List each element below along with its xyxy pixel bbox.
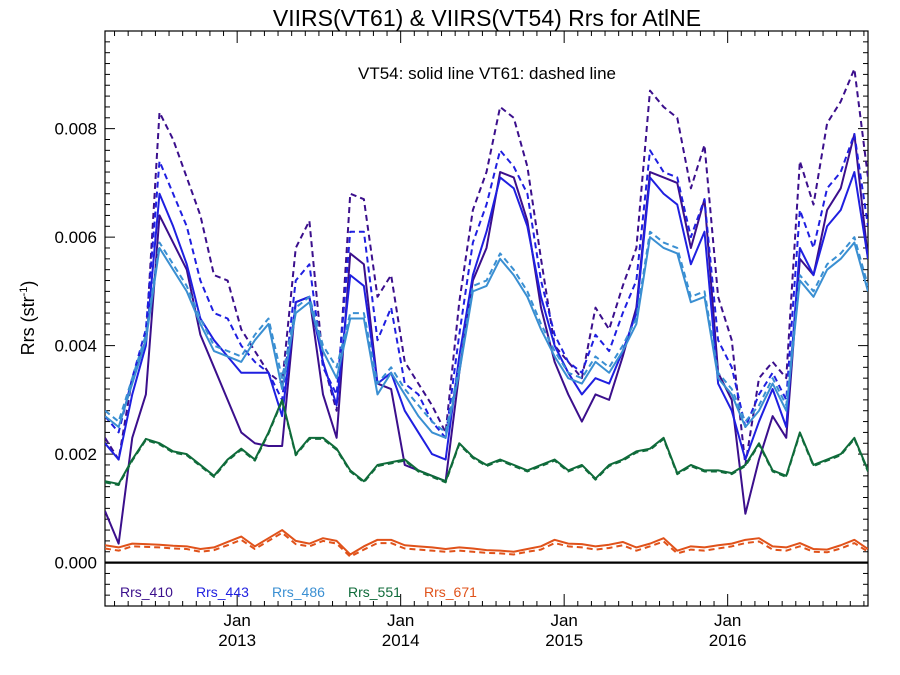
legend-item-rrs_486: Rrs_486 <box>272 584 325 600</box>
x-tick-label-year: 2014 <box>382 631 420 650</box>
x-tick-label-month: Jan <box>387 611 414 630</box>
series-rrs_671-vt61 <box>105 531 868 558</box>
series-rrs_551-vt61 <box>105 399 868 487</box>
chart-title: VIIRS(VT61) & VIIRS(VT54) Rrs for AtlNE <box>273 5 701 31</box>
y-axis-label-sup: -1 <box>18 287 30 297</box>
x-tick-label-month: Jan <box>550 611 577 630</box>
legend-item-rrs_671: Rrs_671 <box>424 584 477 600</box>
line-style-annotation: VT54: solid line VT61: dashed line <box>358 64 616 83</box>
y-tick-label: 0.004 <box>54 337 97 356</box>
y-tick-label: 0.006 <box>54 228 97 247</box>
legend-item-rrs_443: Rrs_443 <box>196 584 249 600</box>
series-rrs_671-vt54 <box>105 529 868 556</box>
x-tick-label-month: Jan <box>714 611 741 630</box>
series-rrs_486-vt61 <box>105 230 868 434</box>
series-rrs_443-vt61 <box>105 133 868 439</box>
y-axis-label: Rrs (str-1) <box>18 281 38 356</box>
series-rrs_443-vt54 <box>105 171 868 461</box>
legend-item-rrs_551: Rrs_551 <box>348 584 401 600</box>
y-axis-label-main: Rrs (str <box>18 296 38 355</box>
series-rrs_410-vt61 <box>105 67 868 466</box>
legend: Rrs_410 Rrs_443 Rrs_486 Rrs_551 Rrs_671 <box>120 584 477 600</box>
x-tick-label-year: 2013 <box>218 631 256 650</box>
y-tick-label: 0.008 <box>54 120 97 139</box>
x-tick-label-year: 2015 <box>545 631 583 650</box>
series-rrs_486-vt54 <box>105 236 868 439</box>
x-tick-label-month: Jan <box>223 611 250 630</box>
plot-frame <box>104 30 869 607</box>
series-rrs_410-vt54 <box>105 133 868 545</box>
series-layer <box>105 67 868 558</box>
y-tick-label: 0.002 <box>54 445 97 464</box>
legend-item-rrs_410: Rrs_410 <box>120 584 173 600</box>
x-tick-label-year: 2016 <box>709 631 747 650</box>
y-tick-label: 0.000 <box>54 554 97 573</box>
y-axis-label-close: ) <box>18 281 38 287</box>
axes: 0.0000.0020.0040.0060.008Jan2013Jan2014J… <box>54 30 868 650</box>
